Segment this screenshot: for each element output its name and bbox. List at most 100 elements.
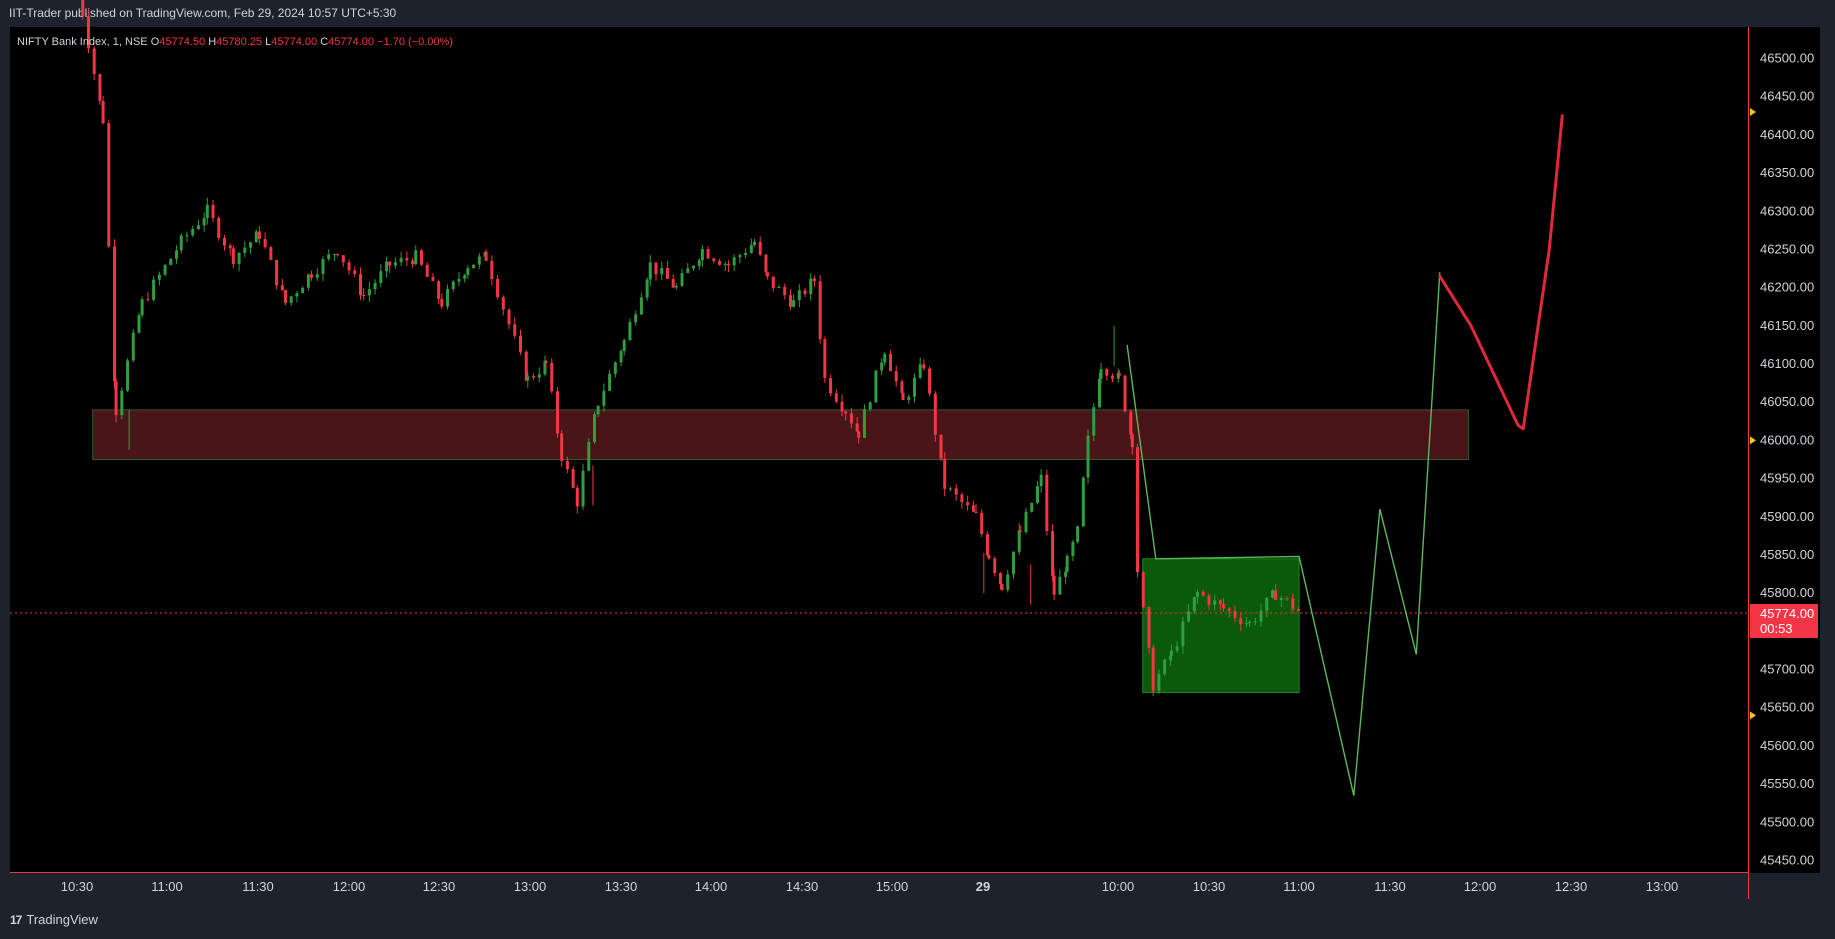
- candle-body: [880, 362, 884, 371]
- candle-body: [243, 247, 247, 253]
- candle-body: [874, 370, 878, 403]
- candle-body: [823, 339, 827, 379]
- time-tick-label: 11:30: [242, 879, 274, 894]
- last-price-value: 45774.00: [1760, 606, 1814, 621]
- time-tick-label: 11:30: [1374, 879, 1406, 894]
- candle-body: [1244, 623, 1248, 625]
- candle-body: [280, 285, 284, 291]
- candle-body: [466, 268, 470, 276]
- candle-body: [114, 381, 118, 416]
- candle-body: [560, 433, 564, 461]
- candle-body: [738, 255, 742, 258]
- axis-marker-icon: [1750, 436, 1756, 445]
- candle-body: [1207, 595, 1211, 605]
- time-tick-label: 14:00: [695, 879, 728, 894]
- candle-body: [1213, 600, 1217, 605]
- bullish-path: [1438, 114, 1564, 431]
- candle-body: [966, 502, 970, 506]
- price-tick-label: 46000.00: [1760, 432, 1814, 447]
- candle-body: [237, 252, 241, 264]
- time-tick-label: 11:00: [1283, 879, 1315, 894]
- candle-body: [764, 254, 768, 273]
- candle-body: [883, 353, 887, 363]
- candle-body: [222, 237, 226, 246]
- candle-body: [700, 249, 704, 261]
- candle-body: [648, 262, 652, 280]
- candle-body: [901, 392, 905, 400]
- candle-body: [1081, 477, 1085, 527]
- candle-body: [1227, 608, 1231, 611]
- candle-body: [1116, 372, 1120, 379]
- candle-body: [496, 279, 500, 298]
- candle-body: [1052, 575, 1056, 595]
- candle-body: [1285, 597, 1289, 599]
- candle-body: [907, 396, 911, 400]
- candle-body: [1192, 596, 1196, 612]
- candle-body: [537, 374, 541, 378]
- candle-body: [146, 299, 150, 301]
- candle-body: [1097, 378, 1101, 408]
- candle-body: [628, 322, 632, 341]
- published-text: IIT-Trader published on TradingView.com,…: [9, 6, 397, 20]
- time-tick-label: 12:00: [1464, 879, 1497, 894]
- candle-body: [431, 276, 435, 282]
- candle-body: [608, 373, 612, 391]
- candle-body: [92, 48, 96, 75]
- tradingview-brand[interactable]: 17 TradingView: [10, 912, 98, 927]
- candle-body: [524, 351, 528, 381]
- candle-body: [544, 360, 548, 363]
- candle-body: [998, 572, 1002, 585]
- candle-body: [575, 487, 579, 507]
- candle-body: [889, 353, 893, 372]
- candle-body: [1147, 607, 1151, 648]
- candle-body: [518, 335, 522, 352]
- candle-body: [1039, 474, 1043, 487]
- candle-body: [1065, 555, 1069, 572]
- open-value: 45774.50: [159, 36, 206, 48]
- price-tick-label: 46100.00: [1760, 356, 1814, 371]
- projection-path: [1126, 272, 1441, 796]
- candle-body: [1017, 530, 1021, 552]
- time-tick-label: 29: [976, 879, 990, 894]
- candle-body: [463, 275, 467, 279]
- time-tick-label: 10:30: [1193, 879, 1226, 894]
- price-tick-label: 46150.00: [1760, 318, 1814, 333]
- time-tick-label: 10:00: [1102, 879, 1135, 894]
- candle-body: [373, 282, 377, 290]
- price-tick-label: 46050.00: [1760, 394, 1814, 409]
- candle-body: [844, 411, 848, 414]
- candle-body: [749, 245, 753, 253]
- candle-body: [185, 235, 189, 237]
- candle-body: [163, 264, 167, 275]
- candle-body: [1011, 551, 1015, 575]
- candle-body: [613, 362, 617, 374]
- candle-body: [857, 431, 861, 438]
- countdown-value: 00:53: [1760, 621, 1793, 636]
- candle-body: [783, 286, 787, 296]
- candle-body: [634, 314, 638, 323]
- price-tick-label: 46500.00: [1760, 51, 1814, 66]
- candle-body: [157, 274, 161, 280]
- candle-body: [948, 488, 952, 490]
- candle-body: [295, 293, 299, 297]
- candle-body: [310, 274, 314, 278]
- candle-body: [660, 268, 664, 275]
- high-label: H: [208, 36, 217, 48]
- candle-body: [1051, 531, 1055, 576]
- price-chart[interactable]: 46500.00 46450.00 46400.00 46350.00 46300.00…: [0, 0, 1835, 900]
- time-tick-label: 12:30: [1555, 879, 1588, 894]
- candle-body: [706, 249, 710, 259]
- candle-body: [1233, 610, 1237, 619]
- candle-body: [228, 245, 232, 249]
- price-tick-label: 46200.00: [1760, 280, 1814, 295]
- candle-body: [752, 241, 756, 246]
- candle-body: [1045, 474, 1049, 532]
- candle-body: [419, 250, 423, 265]
- price-tick-label: 45850.00: [1760, 547, 1814, 562]
- candle-body: [411, 260, 415, 265]
- candle-body: [744, 252, 748, 256]
- candle-body: [809, 278, 813, 295]
- candle-body: [726, 264, 730, 266]
- candle-body: [732, 257, 736, 266]
- candle-body: [347, 262, 351, 271]
